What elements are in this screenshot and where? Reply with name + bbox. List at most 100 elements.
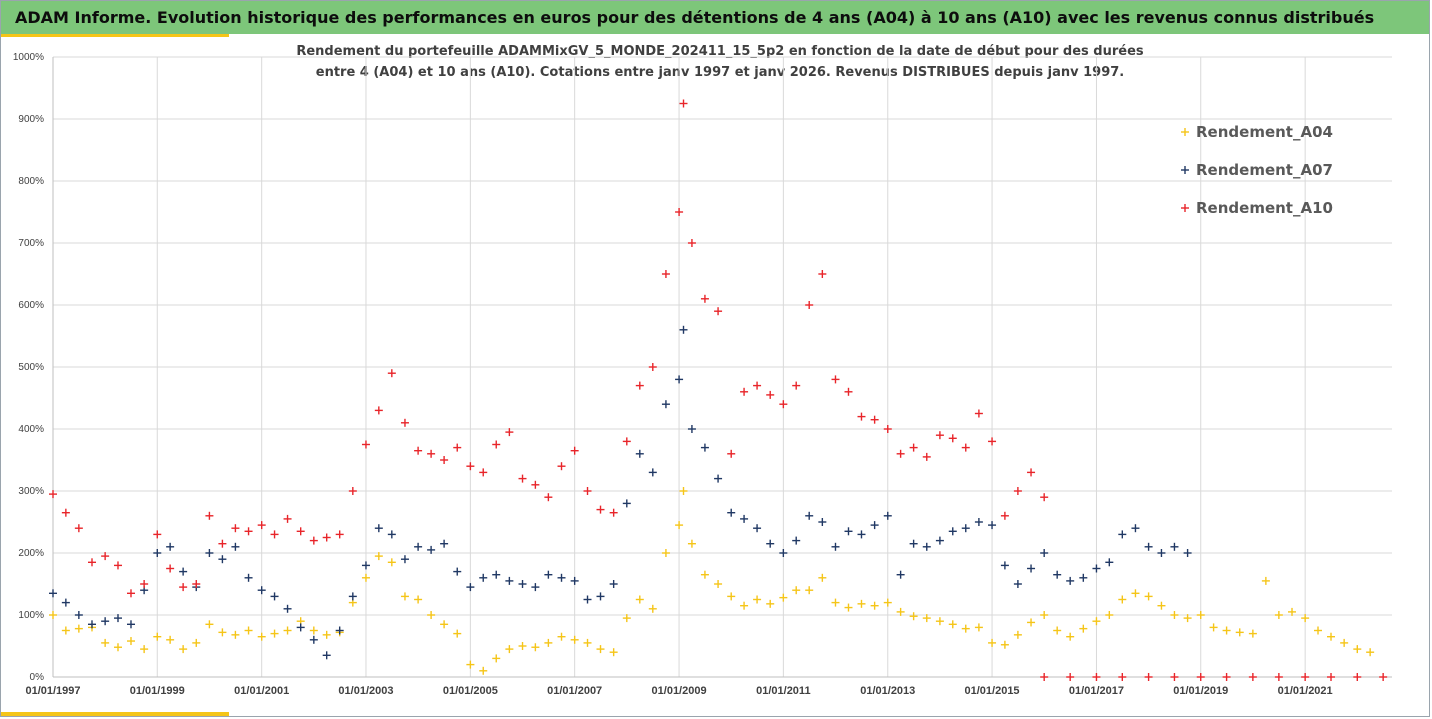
data-point bbox=[492, 570, 501, 579]
data-point bbox=[400, 592, 409, 601]
data-point bbox=[909, 612, 918, 621]
data-point bbox=[974, 623, 983, 632]
data-point bbox=[753, 381, 762, 390]
y-tick-label: 1000% bbox=[13, 52, 44, 63]
legend-entry: Rendement_A04 bbox=[1196, 123, 1333, 141]
data-point bbox=[557, 632, 566, 641]
data-point bbox=[753, 595, 762, 604]
data-point bbox=[635, 381, 644, 390]
data-point bbox=[988, 638, 997, 647]
x-tick-label: 01/01/2013 bbox=[860, 685, 915, 697]
data-point bbox=[1157, 549, 1166, 557]
data-point bbox=[661, 270, 670, 278]
data-point bbox=[1144, 542, 1153, 551]
data-point bbox=[74, 624, 83, 633]
data-point bbox=[922, 452, 931, 461]
data-point bbox=[1040, 493, 1049, 502]
data-point bbox=[961, 624, 970, 633]
data-point bbox=[844, 527, 853, 536]
data-point bbox=[1314, 626, 1323, 635]
data-point bbox=[348, 592, 357, 601]
data-point bbox=[1092, 617, 1101, 626]
data-point bbox=[1301, 673, 1310, 681]
x-tick-label: 01/01/2005 bbox=[443, 685, 498, 697]
data-point bbox=[270, 592, 279, 601]
data-point bbox=[1222, 626, 1231, 635]
data-point bbox=[818, 573, 827, 582]
data-point bbox=[466, 462, 475, 471]
chart-subtitle-line-1: Rendement du portefeuille ADAMMixGV_5_MO… bbox=[296, 44, 1144, 59]
data-point bbox=[400, 555, 409, 564]
data-point bbox=[49, 490, 57, 499]
data-point bbox=[896, 607, 905, 616]
data-point bbox=[1092, 564, 1101, 573]
data-point bbox=[844, 387, 853, 396]
data-point bbox=[883, 425, 892, 433]
data-point bbox=[700, 443, 709, 452]
y-tick-label: 900% bbox=[18, 114, 44, 125]
data-point bbox=[779, 549, 788, 557]
data-point bbox=[805, 586, 814, 595]
legend: Rendement_A04 Rendement_A07 Rendement_A10 bbox=[1181, 123, 1333, 217]
y-tick-label: 500% bbox=[18, 362, 44, 373]
data-point bbox=[205, 620, 214, 629]
data-point bbox=[179, 583, 188, 592]
data-point bbox=[679, 487, 688, 495]
data-point bbox=[113, 614, 122, 623]
data-point bbox=[374, 552, 383, 561]
data-point bbox=[844, 603, 853, 612]
data-point bbox=[935, 617, 944, 626]
data-point bbox=[231, 542, 240, 551]
data-point bbox=[792, 586, 801, 595]
data-point bbox=[309, 536, 318, 545]
data-point bbox=[1040, 673, 1049, 681]
y-tick-label: 300% bbox=[18, 486, 44, 497]
data-point bbox=[505, 428, 514, 437]
chart-subtitle: Rendement du portefeuille ADAMMixGV_5_MO… bbox=[296, 44, 1144, 80]
data-point bbox=[153, 632, 162, 641]
data-point bbox=[244, 573, 253, 582]
data-point bbox=[1131, 589, 1140, 598]
data-point bbox=[922, 542, 931, 551]
data-point bbox=[1144, 673, 1153, 681]
data-point bbox=[1053, 626, 1062, 635]
data-point bbox=[544, 638, 553, 647]
data-point bbox=[283, 514, 292, 523]
x-tick-label: 01/01/2017 bbox=[1069, 685, 1124, 697]
data-point bbox=[153, 530, 162, 539]
axes: 0% 100% 200% 300% 400% 500% 600% 700% 800% 900% 10… bbox=[13, 52, 1392, 697]
data-point bbox=[896, 449, 905, 458]
data-point bbox=[74, 524, 83, 533]
data-point bbox=[531, 583, 540, 592]
data-point bbox=[1222, 673, 1231, 681]
data-point bbox=[544, 493, 553, 502]
data-point bbox=[1353, 673, 1362, 681]
data-point bbox=[518, 474, 527, 483]
data-point bbox=[1013, 487, 1022, 495]
chart-subtitle-line-2: entre 4 (A04) et 10 ans (A10). Cotations… bbox=[316, 65, 1124, 80]
data-point bbox=[479, 573, 488, 582]
data-point bbox=[622, 614, 631, 623]
data-point bbox=[1366, 648, 1375, 657]
data-point bbox=[609, 648, 618, 657]
data-point bbox=[1040, 549, 1049, 557]
data-point bbox=[322, 651, 331, 660]
data-point bbox=[583, 487, 592, 495]
data-point bbox=[870, 415, 879, 424]
data-point bbox=[453, 443, 462, 452]
data-point bbox=[609, 508, 618, 517]
y-tick-label: 0% bbox=[30, 672, 45, 683]
data-point bbox=[466, 660, 475, 669]
data-point bbox=[675, 208, 684, 216]
data-point bbox=[1066, 576, 1075, 585]
data-point bbox=[427, 611, 436, 619]
data-point bbox=[231, 630, 240, 639]
data-point bbox=[857, 412, 866, 421]
data-point bbox=[440, 456, 449, 464]
data-point bbox=[1027, 468, 1036, 477]
data-point bbox=[1170, 611, 1179, 619]
data-point bbox=[140, 645, 149, 654]
data-point bbox=[1013, 630, 1022, 639]
data-point bbox=[870, 521, 879, 530]
